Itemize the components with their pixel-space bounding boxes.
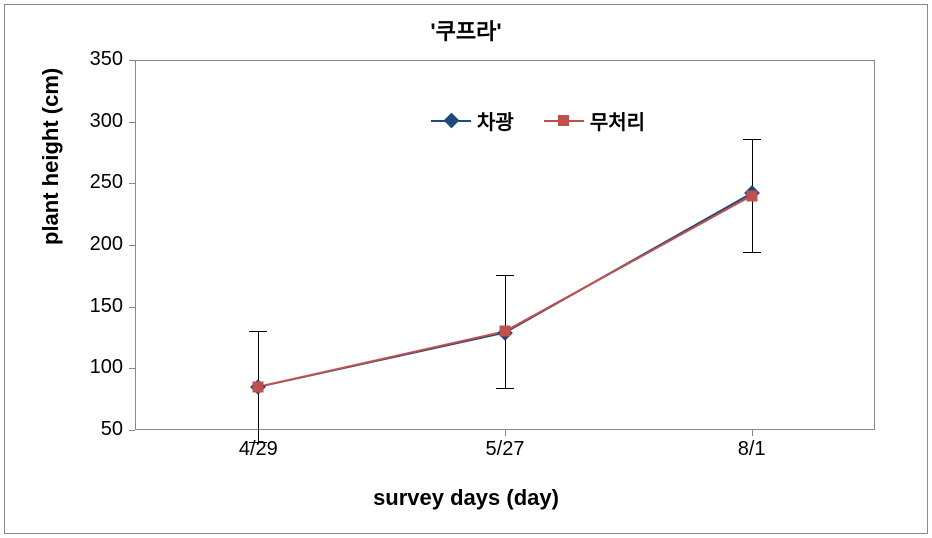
ytick-mark — [129, 245, 135, 246]
ytick-label: 350 — [5, 48, 123, 71]
chart-frame: '쿠프라' plant height (cm) survey days (day… — [4, 4, 928, 534]
ytick-label: 150 — [5, 295, 123, 318]
error-cap — [743, 139, 761, 140]
marker-무처리 — [746, 190, 757, 201]
ytick-label: 50 — [5, 418, 123, 441]
xtick-label: 5/27 — [465, 438, 545, 461]
chart-title: '쿠프라' — [5, 14, 927, 46]
error-cap — [496, 275, 514, 276]
ytick-mark — [129, 368, 135, 369]
legend-label: 무처리 — [590, 106, 645, 135]
x-axis-label: survey days (day) — [5, 485, 927, 511]
ytick-mark — [129, 60, 135, 61]
legend-item-차광: 차광 — [431, 106, 514, 135]
square-icon — [558, 115, 569, 126]
legend: 차광 무처리 — [431, 106, 675, 135]
ytick-label: 300 — [5, 110, 123, 133]
ytick-label: 250 — [5, 171, 123, 194]
ytick-mark — [129, 183, 135, 184]
xtick-mark — [505, 430, 506, 436]
ytick-label: 200 — [5, 233, 123, 256]
xtick-label: 8/1 — [712, 438, 792, 461]
error-cap — [249, 331, 267, 332]
ytick-mark — [129, 430, 135, 431]
legend-item-무처리: 무처리 — [544, 106, 645, 135]
ytick-label: 100 — [5, 356, 123, 379]
legend-label: 차광 — [477, 106, 514, 135]
error-cap — [249, 442, 267, 443]
error-cap — [496, 388, 514, 389]
y-axis-label: plant height (cm) — [38, 68, 64, 245]
ytick-mark — [129, 307, 135, 308]
marker-무처리 — [253, 381, 264, 392]
diamond-icon — [443, 113, 459, 129]
ytick-mark — [129, 122, 135, 123]
legend-swatch — [544, 114, 584, 128]
error-cap — [743, 252, 761, 253]
legend-swatch — [431, 114, 471, 128]
xtick-mark — [752, 430, 753, 436]
marker-무처리 — [500, 326, 511, 337]
